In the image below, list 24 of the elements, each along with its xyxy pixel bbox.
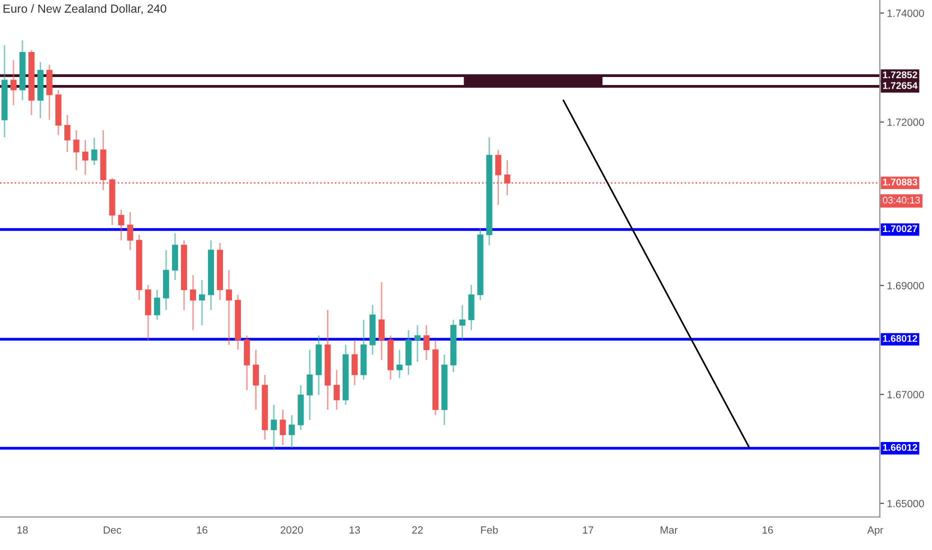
x-tick-label: Dec	[104, 526, 122, 534]
x-tick-label: 17	[583, 526, 594, 534]
x-tick-label: 22	[412, 526, 423, 534]
x-tick-label: 16	[197, 526, 208, 534]
x-tick-label: Apr	[867, 526, 884, 536]
y-tick-label: 1.74000	[888, 10, 924, 17]
x-tick-label: 13	[350, 526, 360, 534]
y-tick-label: 1.65000	[888, 500, 924, 508]
ref-line-label: 1.72852	[883, 71, 918, 78]
x-tick-label: 18	[17, 526, 28, 534]
ref-line-label: 1.70883	[883, 178, 918, 186]
ref-line-label: 1.70027	[883, 225, 918, 232]
y-tick-label: 1.69000	[888, 282, 924, 290]
ref-line-label: 1.72654	[883, 82, 918, 90]
y-tick-label: 1.72000	[888, 118, 924, 126]
x-tick-label: 16	[762, 526, 773, 534]
ref-line-label: 1.68012	[883, 335, 918, 342]
y-tick-label: 1.67000	[888, 390, 924, 398]
x-tick-label: Feb	[481, 526, 498, 534]
chart-title: Euro / New Zealand Dollar, 240	[4, 4, 166, 14]
text: 03:40:13	[882, 196, 920, 204]
x-tick-label: Mar	[660, 526, 678, 534]
x-tick-label: 2020	[280, 526, 303, 534]
ref-line-label: 1.66012	[883, 444, 918, 451]
